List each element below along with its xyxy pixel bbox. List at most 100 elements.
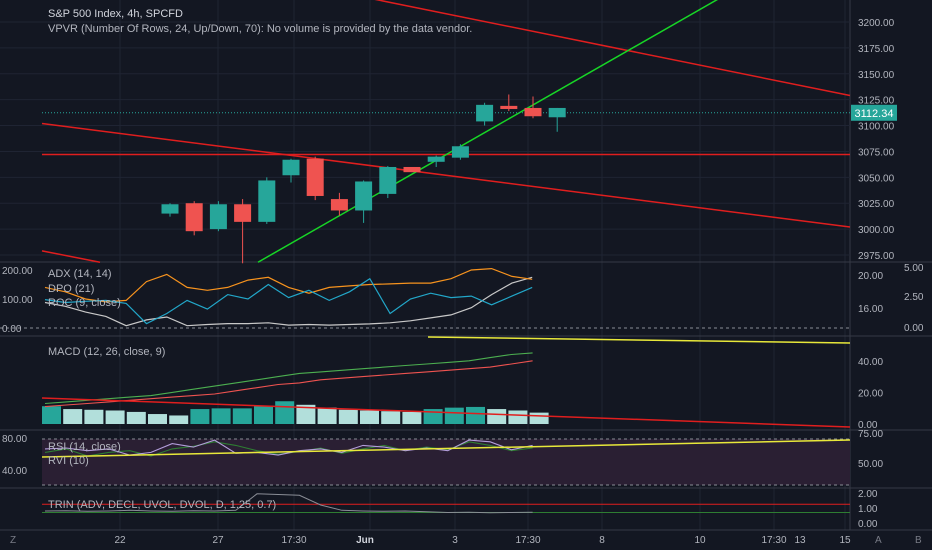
price-tick-label: 2975.00: [858, 251, 895, 262]
macd-histogram-bar: [254, 405, 273, 424]
macd-histogram-bar: [63, 409, 83, 424]
time-axis-label: 13: [794, 535, 806, 546]
candle-body: [330, 199, 348, 211]
rsi-legend[interactable]: RSI (14, close): [48, 441, 121, 453]
rsi-right-tick: 50.00: [858, 459, 883, 470]
macd-histogram-bar: [317, 407, 337, 424]
macd-legend[interactable]: MACD (12, 26, close, 9): [48, 346, 166, 358]
time-axis-label: 10: [694, 535, 706, 546]
macd-tick-label: 40.00: [858, 357, 883, 368]
red-trendline-lower: [41, 122, 851, 228]
adx-right-tick: 16.00: [858, 304, 883, 315]
macd-histogram-bar: [211, 408, 231, 424]
dpo-right-tick: 5.00: [904, 263, 924, 274]
candle-body: [476, 104, 494, 122]
candle-body: [379, 166, 397, 194]
macd-histogram-bar: [275, 401, 295, 424]
adx-left-tick: 200.00: [2, 266, 33, 277]
time-axis-label: 17:30: [761, 535, 786, 546]
macd-histogram-bar: [508, 410, 528, 424]
yellow-trendline-macd: [427, 336, 851, 344]
macd-tick-label: 20.00: [858, 388, 883, 399]
price-tick-label: 3125.00: [858, 96, 895, 107]
price-tick-label: 3175.00: [858, 44, 895, 55]
macd-tick-label: 0.00: [858, 420, 878, 431]
time-axis-label: 27: [212, 535, 224, 546]
candle-body: [282, 159, 300, 176]
macd-histogram-bar: [105, 410, 125, 424]
trin-legend[interactable]: TRIN (ADV, DECL, UVOL, DVOL, D, 1.25, 0.…: [48, 499, 277, 511]
candle-body: [234, 204, 252, 222]
macd-histogram-bar: [84, 409, 104, 424]
candle-body: [524, 107, 542, 117]
macd-histogram-bar: [529, 412, 549, 424]
candle-body: [451, 146, 469, 158]
price-tick-label: 3025.00: [858, 199, 895, 210]
last-price-badge-text: 3112.34: [855, 108, 894, 120]
trin-line: [44, 493, 533, 514]
macd-histogram-bar: [487, 409, 507, 424]
trin-tick: 2.00: [858, 489, 878, 500]
rvi-legend[interactable]: RVI (10): [48, 455, 89, 467]
price-tick-label: 3150.00: [858, 70, 895, 81]
dpo-right-tick: 2.50: [904, 292, 924, 303]
rsi-left-tick: 80.00: [2, 434, 27, 445]
candle-body: [306, 158, 324, 196]
time-axis-label: 22: [114, 535, 126, 546]
red-line-fragment: [41, 250, 101, 263]
price-tick-label: 3050.00: [858, 173, 895, 184]
price-tick-label: 3000.00: [858, 225, 895, 236]
time-axis-label: 17:30: [281, 535, 306, 546]
signal-line: [44, 360, 533, 408]
trin-tick: 1.00: [858, 504, 878, 515]
candle-body: [209, 204, 227, 230]
time-axis-label: 17:30: [515, 535, 540, 546]
log-scale-button: B: [915, 535, 922, 546]
macd-histogram-bar: [148, 414, 167, 424]
indicator-series-line: [44, 277, 533, 325]
vpvr-legend: VPVR (Number Of Rows, 24, Up/Down, 70): …: [48, 23, 473, 35]
adx-legend[interactable]: ADX (14, 14): [48, 268, 112, 280]
dpo-right-tick: 0.00: [904, 323, 924, 334]
rsi-left-tick: 40.00: [2, 466, 27, 477]
macd-histogram-bar: [296, 404, 316, 424]
zoom-toggle-button: Z: [10, 535, 16, 546]
dpo-legend[interactable]: DPO (21): [48, 283, 95, 295]
time-axis-label: 15: [839, 535, 851, 546]
macd-histogram-bar: [126, 411, 146, 424]
macd-histogram-bar: [466, 406, 485, 424]
macd-histogram-bar: [444, 407, 464, 424]
macd-histogram-bar: [338, 409, 358, 424]
price-tick-label: 3075.00: [858, 147, 895, 158]
adx-left-tick: 0.00: [2, 324, 22, 335]
candle-body: [548, 107, 566, 118]
rsi-right-tick: 75.00: [858, 429, 883, 440]
auto-scale-button: A: [875, 535, 882, 546]
macd-histogram-bar: [42, 406, 61, 424]
candle-body: [161, 204, 179, 214]
macd-histogram-bar: [381, 411, 401, 424]
adx-left-tick: 100.00: [2, 295, 33, 306]
indicator-series-line: [44, 276, 533, 327]
rsi-band-fill: [42, 439, 850, 485]
macd-histogram-bar: [360, 410, 379, 424]
macd-histogram-bar: [232, 408, 252, 424]
green-trendline: [257, 0, 718, 263]
price-tick-label: 3200.00: [858, 18, 895, 29]
macd-histogram-bar: [169, 415, 189, 424]
chart-title: S&P 500 Index, 4h, SPCFD: [48, 8, 183, 20]
trin-tick: 0.00: [858, 519, 878, 530]
roc-legend[interactable]: ROC (9, close): [48, 297, 121, 309]
price-tick-label: 3100.00: [858, 122, 895, 133]
time-axis-label: 8: [599, 535, 605, 546]
red-trendline-upper: [374, 0, 851, 97]
candle-body: [258, 180, 276, 222]
macd-histogram-bar: [190, 409, 210, 424]
adx-right-tick: 20.00: [858, 271, 883, 282]
time-axis-label: Jun: [356, 535, 374, 546]
candle-body: [427, 156, 445, 162]
macd-histogram-bar: [402, 411, 422, 424]
candle-body: [403, 166, 421, 173]
